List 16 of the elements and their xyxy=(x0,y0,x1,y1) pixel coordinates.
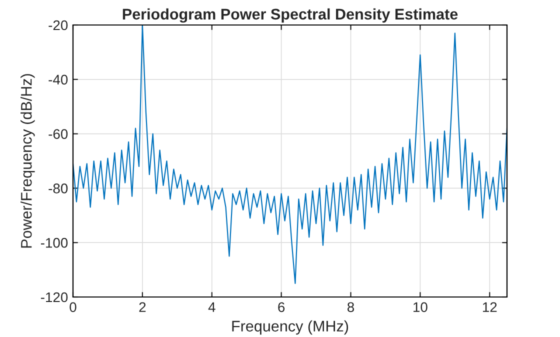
x-axis-title: Frequency (MHz) xyxy=(232,320,348,335)
y-tick-label: -20 xyxy=(48,20,68,30)
x-tick-label: 2 xyxy=(139,302,146,312)
x-tick-label: 4 xyxy=(208,302,216,312)
x-tick-label: 10 xyxy=(414,302,428,312)
y-tick-label: -120 xyxy=(40,292,68,302)
y-tick-label: -100 xyxy=(40,238,68,248)
y-axis-title: Power/Frequency (dB/Hz) xyxy=(20,74,35,248)
y-tick-label: -40 xyxy=(48,74,68,85)
x-tick-label: 8 xyxy=(348,302,354,312)
y-tick-label: -60 xyxy=(48,129,68,139)
x-tick-label: 6 xyxy=(278,302,285,312)
chart-title: Periodogram Power Spectral Density Estimate xyxy=(122,8,458,23)
y-tick-label: -80 xyxy=(48,184,68,194)
x-tick-label: 12 xyxy=(482,302,497,312)
x-tick-label: 0 xyxy=(70,302,76,312)
